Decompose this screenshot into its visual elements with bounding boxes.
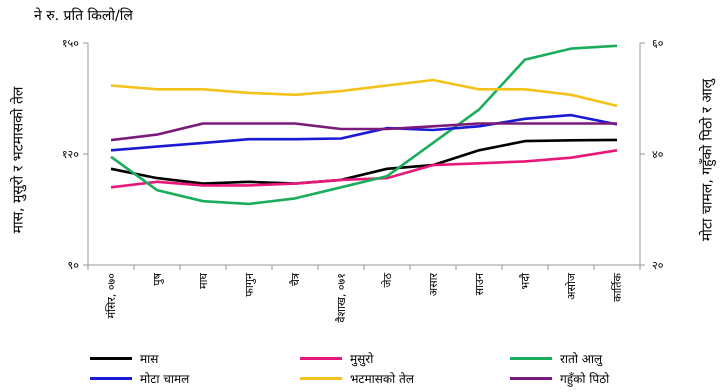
category-label: फागुन bbox=[243, 272, 256, 297]
right-tick-label: २० bbox=[652, 259, 664, 272]
category-label: पुष bbox=[151, 272, 164, 285]
right-tick-label: ६० bbox=[652, 37, 664, 50]
category-label: जेठ bbox=[381, 272, 394, 287]
legend-label: मास bbox=[140, 350, 158, 367]
legend-item: मोटा चामल bbox=[90, 369, 189, 387]
category-label: साउन bbox=[473, 272, 486, 295]
legend-label: भटमासको तेल bbox=[350, 370, 414, 387]
legend: मास मुसुरो रातो आलु मोटा चामल भटमासको तेल गहु… bbox=[90, 349, 690, 389]
right-tick-label: ४० bbox=[652, 148, 664, 161]
series-line bbox=[111, 124, 617, 141]
series-line bbox=[111, 115, 617, 150]
legend-swatch bbox=[300, 377, 342, 380]
series-line bbox=[111, 140, 617, 184]
category-label: असोज bbox=[565, 272, 578, 300]
left-tick-label: १५० bbox=[62, 37, 79, 50]
category-label: भदौ bbox=[519, 273, 532, 290]
legend-label: रातो आलु bbox=[560, 350, 602, 367]
legend-item: मास bbox=[90, 349, 158, 367]
series-line bbox=[111, 80, 617, 106]
category-label: असार bbox=[427, 273, 440, 297]
legend-swatch bbox=[90, 377, 132, 380]
legend-item: रातो आलु bbox=[510, 349, 602, 367]
legend-item: गहुँको पिठो bbox=[510, 369, 609, 387]
line-chart: ९० १२० १५० २० ४० ६० मंसिर, ०७० पुष माघ फागुन चैत्र… bbox=[0, 0, 725, 345]
legend-swatch bbox=[300, 357, 342, 360]
legend-swatch bbox=[90, 357, 132, 360]
left-tick-label: ९० bbox=[68, 259, 80, 272]
category-label: माघ bbox=[197, 273, 210, 289]
legend-swatch bbox=[510, 357, 552, 360]
legend-item: भटमासको तेल bbox=[300, 369, 414, 387]
category-label: मंसिर, ०७० bbox=[105, 273, 118, 319]
category-label: वैशाख, ०७१ bbox=[335, 273, 348, 323]
category-label: कार्तिक bbox=[611, 272, 624, 301]
left-tick-label: १२० bbox=[62, 148, 79, 161]
legend-label: मुसुरो bbox=[350, 350, 373, 367]
legend-swatch bbox=[510, 377, 552, 380]
legend-label: गहुँको पिठो bbox=[560, 370, 609, 387]
legend-label: मोटा चामल bbox=[140, 370, 189, 387]
category-label: चैत्र bbox=[289, 272, 302, 286]
legend-item: मुसुरो bbox=[300, 349, 373, 367]
